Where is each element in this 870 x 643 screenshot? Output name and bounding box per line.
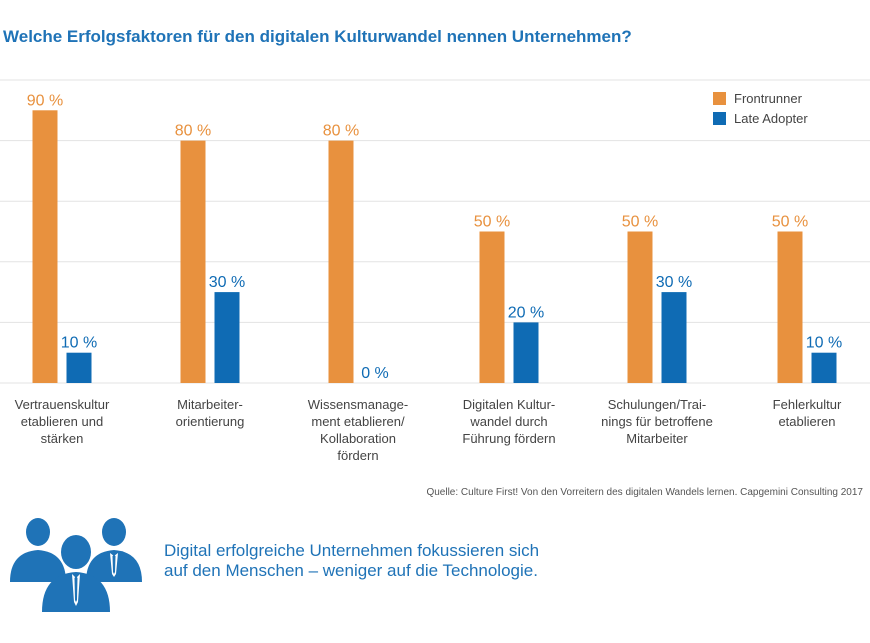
tagline: Digital erfolgreiche Unternehmen fokussi… [164, 541, 539, 581]
chart-title: Welche Erfolgsfaktoren für den digitalen… [3, 27, 632, 46]
data-label-late-adopter-3: 20 % [508, 304, 544, 321]
data-label-frontrunner-5: 50 % [772, 214, 808, 231]
source-note: Quelle: Culture First! Von den Vorreiter… [426, 487, 863, 498]
legend-label-0: Frontrunner [734, 91, 803, 106]
data-label-late-adopter-1: 30 % [209, 274, 245, 291]
category-labels: Vertrauenskultur etablieren und stärken Mit… [15, 397, 842, 463]
category-label-2-line-3: fördern [337, 448, 378, 463]
category-label-2-line-0: Wissensmanage- [308, 397, 408, 412]
category-label-4-line-0: Schulungen/Trai- [608, 397, 707, 412]
legend-label-1: Late Adopter [734, 111, 808, 126]
bar-frontrunner-1 [180, 140, 206, 383]
people-group-icon [10, 518, 142, 612]
bar-late-adopter-3 [513, 322, 539, 383]
category-label-1-line-1: orientierung [176, 414, 245, 429]
category-label-2-line-2: Kollaboration [320, 431, 396, 446]
bar-late-adopter-5 [811, 352, 837, 383]
category-label-3-line-1: wandel durch [469, 414, 547, 429]
bar-chart: 90 % 80 % 80 % 50 % 50 % 50 % 10 % 30 % 0 % 20 % 3… [0, 79, 870, 463]
bar-frontrunner-0 [32, 110, 58, 384]
data-label-late-adopter-5: 10 % [806, 335, 842, 352]
gridlines [0, 79, 870, 384]
bar-late-adopter-1 [214, 292, 240, 383]
legend-swatch-0 [713, 92, 726, 105]
category-label-3-line-2: Führung fördern [462, 431, 555, 446]
bar-frontrunner-2 [328, 140, 354, 383]
bars [32, 110, 837, 384]
category-label-5-line-1: etablieren [778, 414, 835, 429]
category-label-2-line-1: ment etablieren/ [311, 414, 405, 429]
data-label-frontrunner-0: 90 % [27, 92, 63, 109]
category-label-4-line-2: Mitarbeiter [626, 431, 688, 446]
data-label-late-adopter-4: 30 % [656, 274, 692, 291]
legend: Frontrunner Late Adopter [713, 91, 808, 126]
bar-frontrunner-5 [777, 231, 803, 383]
data-label-frontrunner-3: 50 % [474, 214, 510, 231]
data-label-late-adopter-2: 0 % [361, 365, 389, 382]
data-label-frontrunner-2: 80 % [323, 123, 359, 140]
bar-late-adopter-0 [66, 352, 92, 383]
category-label-0-line-2: stärken [41, 431, 84, 446]
category-label-0-line-1: etablieren und [21, 414, 103, 429]
bar-frontrunner-4 [627, 231, 653, 383]
tagline-line-2: auf den Menschen – weniger auf die Techn… [164, 561, 538, 580]
legend-swatch-1 [713, 112, 726, 125]
bar-frontrunner-3 [479, 231, 505, 383]
tagline-line-1: Digital erfolgreiche Unternehmen fokussi… [164, 541, 540, 560]
data-label-late-adopter-0: 10 % [61, 335, 97, 352]
category-label-5-line-0: Fehlerkultur [773, 397, 842, 412]
category-label-3-line-0: Digitalen Kultur- [463, 397, 556, 412]
data-labels: 90 % 80 % 80 % 50 % 50 % 50 % 10 % 30 % 0 % 20 % 3… [27, 92, 842, 382]
bar-late-adopter-4 [661, 292, 687, 383]
category-label-0-line-0: Vertrauenskultur [15, 397, 110, 412]
data-label-frontrunner-1: 80 % [175, 123, 211, 140]
category-label-1-line-0: Mitarbeiter- [177, 397, 243, 412]
category-label-4-line-1: nings für betroffene [601, 414, 713, 429]
data-label-frontrunner-4: 50 % [622, 214, 658, 231]
